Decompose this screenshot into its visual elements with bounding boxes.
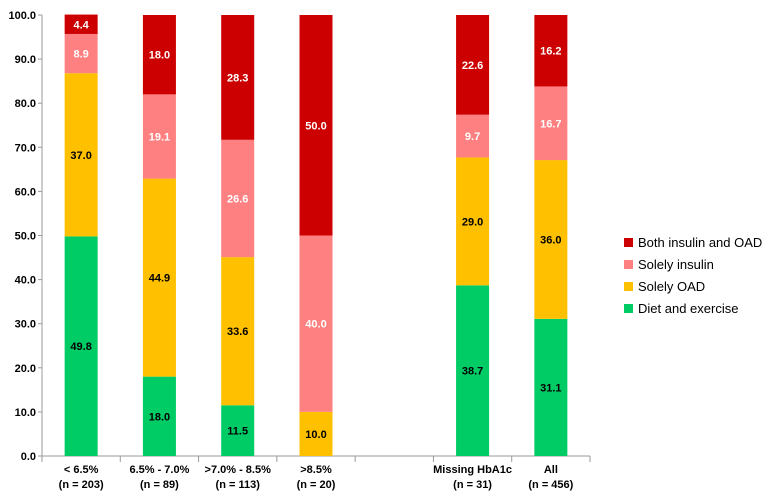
bar-segment-diet-and-exercise <box>534 318 568 456</box>
category-label: All <box>544 464 558 476</box>
category-label: Missing HbA1c <box>433 464 512 476</box>
bar-segment-solely-insulin <box>534 86 568 161</box>
bar-data-label: 16.7 <box>540 118 561 130</box>
bar-segment-both-insulin-and-oad <box>142 15 176 95</box>
bar-segment-both-insulin-and-oad <box>534 15 568 87</box>
bar-data-label: 11.5 <box>227 426 248 438</box>
bar-data-label: 31.1 <box>540 382 561 394</box>
bar-data-label: 37.0 <box>70 150 91 162</box>
bar-segment-both-insulin-and-oad <box>456 15 490 115</box>
axes: 0.0 10.0 20.0 30.0 40.0 50.0 60.0 70.0 80.0 90.0 1… <box>8 10 591 463</box>
bar-data-label: 28.3 <box>227 72 248 84</box>
bar-segment-solely-insulin <box>64 33 98 74</box>
y-tick-label: 80.0 <box>15 98 36 110</box>
bar-data-label: 16.2 <box>540 46 561 58</box>
bar-segment-solely-insulin <box>456 114 490 158</box>
legend-label: Solely OAD <box>638 279 705 294</box>
category-label: >7.0% - 8.5% <box>205 464 272 476</box>
category-label: >8.5% <box>300 464 332 476</box>
category-count-label: (n = 31) <box>453 479 492 491</box>
bar-data-label: 10.0 <box>305 429 326 441</box>
bar-segment-solely-oad <box>64 73 98 237</box>
legend-swatch <box>624 238 633 247</box>
legend-label: Both insulin and OAD <box>638 235 762 250</box>
y-tick-label: 40.0 <box>15 275 36 287</box>
bar-segment-both-insulin-and-oad <box>64 14 98 34</box>
bar-data-label: 26.6 <box>227 193 248 205</box>
bar-data-label: 29.0 <box>462 216 483 228</box>
legend-swatch <box>624 304 633 313</box>
bar-segment-solely-oad <box>299 411 333 456</box>
bar-segment-solely-insulin <box>142 94 176 179</box>
category-count-label: (n = 456) <box>528 479 573 491</box>
y-tick-label: 70.0 <box>15 142 36 154</box>
y-tick-label: 30.0 <box>15 319 36 331</box>
legend-label: Diet and exercise <box>638 301 738 316</box>
bar-segment-both-insulin-and-oad <box>221 15 255 140</box>
bar-segment-solely-insulin <box>299 235 333 412</box>
bar-data-label: 49.8 <box>70 341 91 353</box>
bar-data-label: 4.4 <box>73 19 89 31</box>
bar-data-label: 19.1 <box>149 131 170 143</box>
category-count-label: (n = 89) <box>140 479 179 491</box>
bar-segment-diet-and-exercise <box>221 405 255 456</box>
bar-data-label: 36.0 <box>540 234 561 246</box>
bar-data-label: 9.7 <box>465 131 480 143</box>
bar-segment-solely-oad <box>142 178 176 377</box>
y-tick-label: 60.0 <box>15 186 36 198</box>
bar-segment-solely-oad <box>456 157 490 286</box>
legend-swatch <box>624 282 633 291</box>
bar-segment-diet-and-exercise <box>456 285 490 456</box>
bar-data-label: 50.0 <box>305 120 326 132</box>
category-count-label: (n = 203) <box>59 479 104 491</box>
bar-segment-solely-insulin <box>221 139 255 258</box>
bar-data-label: 18.0 <box>149 411 170 423</box>
y-tick-label: 10.0 <box>15 407 36 419</box>
bar-segment-solely-oad <box>534 160 568 319</box>
bar-data-label: 33.6 <box>227 326 248 338</box>
category-labels: < 6.5% (n = 203) 6.5% - 7.0% (n = 89) >7.0% … <box>59 464 574 491</box>
bar-data-label: 38.7 <box>462 366 483 378</box>
bar-segment-diet-and-exercise <box>64 236 98 456</box>
y-tick-label: 0.0 <box>21 451 36 463</box>
bar-data-label: 44.9 <box>149 273 170 285</box>
legend: Both insulin and OAD Solely insulin Solely… <box>624 235 762 316</box>
legend-label: Solely insulin <box>638 257 714 272</box>
y-tick-label: 100.0 <box>8 10 36 22</box>
bar-data-label: 18.0 <box>149 50 170 62</box>
y-tick-label: 90.0 <box>15 54 36 66</box>
category-count-label: (n = 113) <box>216 479 261 491</box>
bars <box>64 14 568 456</box>
category-label: 6.5% - 7.0% <box>129 464 189 476</box>
bar-segment-diet-and-exercise <box>142 376 176 456</box>
bar-data-label: 22.6 <box>462 60 483 72</box>
bar-data-label: 8.9 <box>73 49 88 61</box>
bar-segment-both-insulin-and-oad <box>299 15 333 236</box>
data-labels: 49.8 37.0 8.9 4.4 18.0 44.9 19.1 18.0 11.5 33.6 26… <box>70 19 561 441</box>
legend-swatch <box>624 260 633 269</box>
category-label: < 6.5% <box>64 464 99 476</box>
y-tick-label: 20.0 <box>15 363 36 375</box>
y-tick-label: 50.0 <box>15 231 36 243</box>
bar-data-label: 40.0 <box>305 319 326 331</box>
bar-segment-solely-oad <box>221 257 255 406</box>
category-count-label: (n = 20) <box>297 479 336 491</box>
